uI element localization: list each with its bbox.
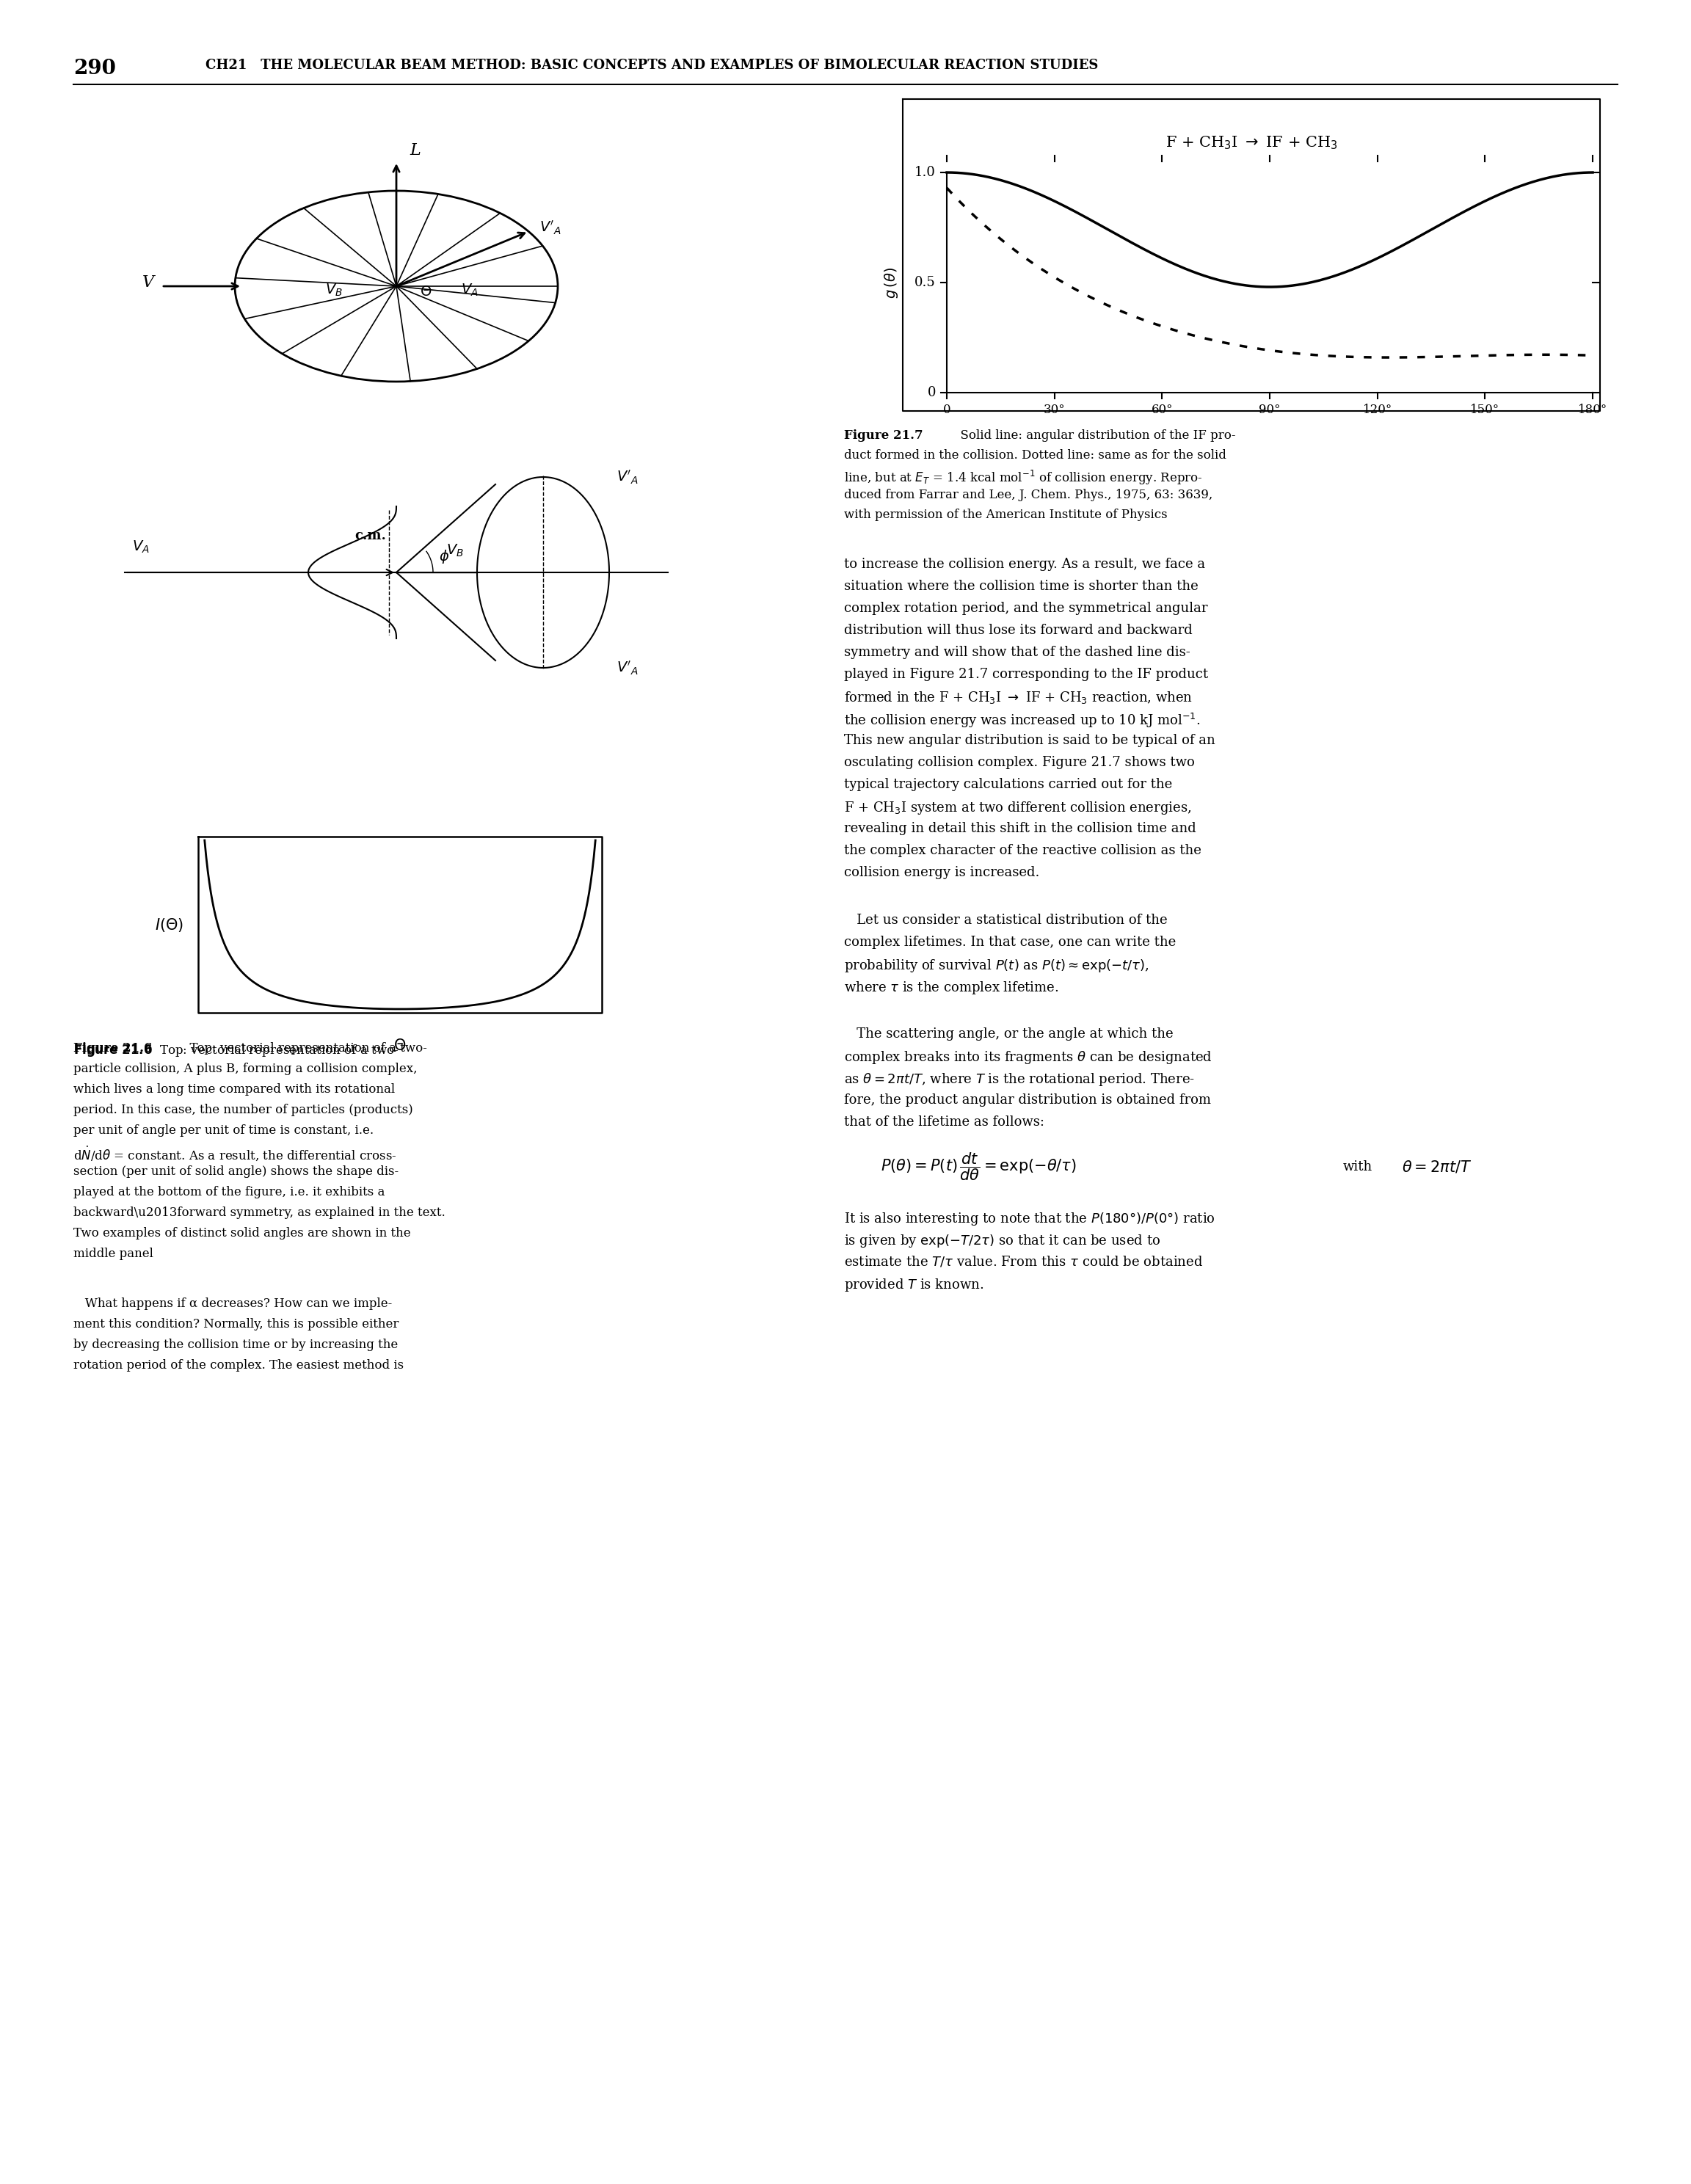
Text: Top: vectorial representation of a two-: Top: vectorial representation of a two- [183,1042,428,1055]
Text: $V'_A$: $V'_A$ [539,218,561,236]
Text: c.m.: c.m. [355,529,386,542]
Text: played at the bottom of the figure, i.e. it exhibits a: played at the bottom of the figure, i.e.… [73,1186,386,1199]
Text: line, but at $E_T$ = 1.4 kcal mol$^{-1}$ of collision energy. Repro-: line, but at $E_T$ = 1.4 kcal mol$^{-1}$… [844,470,1202,487]
Text: distribution will thus lose its forward and backward: distribution will thus lose its forward … [844,625,1192,638]
Text: backward\u2013forward symmetry, as explained in the text.: backward\u2013forward symmetry, as expla… [73,1206,445,1219]
Text: $\phi$: $\phi$ [440,548,450,566]
Text: 120°: 120° [1363,404,1392,417]
Text: as $\theta = 2\pi t/T$, where $T$ is the rotational period. There-: as $\theta = 2\pi t/T$, where $T$ is the… [844,1072,1196,1088]
Text: 180°: 180° [1578,404,1608,417]
Text: $V_A$: $V_A$ [132,539,149,555]
Text: $I(\Theta)$: $I(\Theta)$ [156,917,184,933]
Text: the collision energy was increased up to 10 kJ mol$^{-1}$.: the collision energy was increased up to… [844,712,1201,729]
Text: L: L [409,142,421,159]
Text: What happens if α decreases? How can we imple-: What happens if α decreases? How can we … [73,1297,392,1310]
Text: osculating collision complex. Figure 21.7 shows two: osculating collision complex. Figure 21.… [844,756,1194,769]
Text: played in Figure 21.7 corresponding to the IF product: played in Figure 21.7 corresponding to t… [844,668,1207,681]
Text: which lives a long time compared with its rotational: which lives a long time compared with it… [73,1083,396,1096]
Text: $\Theta$: $\Theta$ [419,286,431,299]
Text: rotation period of the complex. The easiest method is: rotation period of the complex. The easi… [73,1358,404,1372]
Text: complex lifetimes. In that case, one can write the: complex lifetimes. In that case, one can… [844,935,1175,948]
Text: revealing in detail this shift in the collision time and: revealing in detail this shift in the co… [844,821,1196,834]
Text: per unit of angle per unit of time is constant, i.e.: per unit of angle per unit of time is co… [73,1125,374,1136]
Text: 90°: 90° [1258,404,1280,417]
Text: CH21   THE MOLECULAR BEAM METHOD: BASIC CONCEPTS AND EXAMPLES OF BIMOLECULAR REA: CH21 THE MOLECULAR BEAM METHOD: BASIC CO… [206,59,1097,72]
Text: $P(\theta) = P(t)\,\dfrac{dt}{d\theta} = \exp(-\theta/\tau)$: $P(\theta) = P(t)\,\dfrac{dt}{d\theta} =… [881,1151,1077,1182]
Text: is given by $\exp(-T/2\tau)$ so that it can be used to: is given by $\exp(-T/2\tau)$ so that it … [844,1234,1160,1249]
Text: symmetry and will show that of the dashed line dis-: symmetry and will show that of the dashe… [844,646,1190,660]
Text: V: V [142,275,154,290]
Text: $V'_A$: $V'_A$ [617,660,638,677]
Text: 150°: 150° [1469,404,1500,417]
Text: 290: 290 [73,59,117,79]
Text: Two examples of distinct solid angles are shown in the: Two examples of distinct solid angles ar… [73,1227,411,1241]
Text: probability of survival $P(t)$ as $P(t) \approx \exp(-t/\tau)$,: probability of survival $P(t)$ as $P(t) … [844,959,1150,974]
Text: $V'_A$: $V'_A$ [617,467,638,485]
Text: $\Theta$: $\Theta$ [394,1037,406,1053]
Text: middle panel: middle panel [73,1247,154,1260]
Text: fore, the product angular distribution is obtained from: fore, the product angular distribution i… [844,1094,1211,1107]
Text: formed in the F + CH$_3$I $\rightarrow$ IF + CH$_3$ reaction, when: formed in the F + CH$_3$I $\rightarrow$ … [844,690,1192,705]
Text: to increase the collision energy. As a result, we face a: to increase the collision energy. As a r… [844,557,1206,570]
Text: Figure 21.6: Figure 21.6 [73,1042,152,1055]
Text: It is also interesting to note that the $P(180°)/P(0°)$ ratio: It is also interesting to note that the … [844,1210,1216,1227]
Text: complex breaks into its fragments $\theta$ can be designated: complex breaks into its fragments $\thet… [844,1051,1212,1066]
Text: ment this condition? Normally, this is possible either: ment this condition? Normally, this is p… [73,1317,399,1330]
Text: 1.0: 1.0 [915,166,935,179]
Text: 60°: 60° [1152,404,1174,417]
Text: complex rotation period, and the symmetrical angular: complex rotation period, and the symmetr… [844,603,1207,616]
Text: 0: 0 [944,404,950,417]
Text: 0: 0 [927,387,935,400]
Text: duct formed in the collision. Dotted line: same as for the solid: duct formed in the collision. Dotted lin… [844,450,1226,461]
Text: 30°: 30° [1043,404,1065,417]
Text: Solid line: angular distribution of the IF pro-: Solid line: angular distribution of the … [952,430,1236,441]
Text: d$\dot{N}$/d$\theta$ = constant. As a result, the differential cross-: d$\dot{N}$/d$\theta$ = constant. As a re… [73,1144,397,1162]
Text: This new angular distribution is said to be typical of an: This new angular distribution is said to… [844,734,1216,747]
Text: The scattering angle, or the angle at which the: The scattering angle, or the angle at wh… [844,1026,1174,1040]
Text: F + CH$_3$I system at two different collision energies,: F + CH$_3$I system at two different coll… [844,799,1192,817]
Text: $\mathbf{Figure\ 21.6}$  Top: vectorial representation of a two-: $\mathbf{Figure\ 21.6}$ Top: vectorial r… [73,1042,399,1059]
Text: $g\,(\theta)$: $g\,(\theta)$ [883,266,900,299]
Text: Figure 21.7: Figure 21.7 [844,430,923,441]
Text: $V_A$: $V_A$ [462,282,479,297]
Text: typical trajectory calculations carried out for the: typical trajectory calculations carried … [844,778,1172,791]
Text: period. In this case, the number of particles (products): period. In this case, the number of part… [73,1103,413,1116]
Text: collision energy is increased.: collision energy is increased. [844,867,1040,880]
Text: $V_B$: $V_B$ [325,282,343,297]
Text: F + CH$_3$I $\rightarrow$ IF + CH$_3$: F + CH$_3$I $\rightarrow$ IF + CH$_3$ [1165,135,1338,151]
Text: section (per unit of solid angle) shows the shape dis-: section (per unit of solid angle) shows … [73,1166,399,1177]
Text: the complex character of the reactive collision as the: the complex character of the reactive co… [844,843,1201,856]
Text: Let us consider a statistical distribution of the: Let us consider a statistical distributi… [844,913,1167,926]
Text: $\theta = 2\pi t/T$: $\theta = 2\pi t/T$ [1402,1160,1471,1175]
Text: by decreasing the collision time or by increasing the: by decreasing the collision time or by i… [73,1339,397,1352]
Text: with: with [1343,1160,1373,1173]
Text: duced from Farrar and Lee, J. Chem. Phys., 1975, 63: 3639,: duced from Farrar and Lee, J. Chem. Phys… [844,489,1212,502]
Text: estimate the $T/\tau$ value. From this $\tau$ could be obtained: estimate the $T/\tau$ value. From this $… [844,1256,1202,1269]
Text: where $\tau$ is the complex lifetime.: where $\tau$ is the complex lifetime. [844,981,1059,996]
Text: provided $T$ is known.: provided $T$ is known. [844,1278,984,1293]
Text: situation where the collision time is shorter than the: situation where the collision time is sh… [844,579,1199,594]
Text: with permission of the American Institute of Physics: with permission of the American Institut… [844,509,1167,522]
Text: $V_B$: $V_B$ [446,542,463,559]
Text: particle collision, A plus B, forming a collision complex,: particle collision, A plus B, forming a … [73,1064,418,1075]
Text: that of the lifetime as follows:: that of the lifetime as follows: [844,1116,1045,1129]
Text: 0.5: 0.5 [915,275,935,288]
